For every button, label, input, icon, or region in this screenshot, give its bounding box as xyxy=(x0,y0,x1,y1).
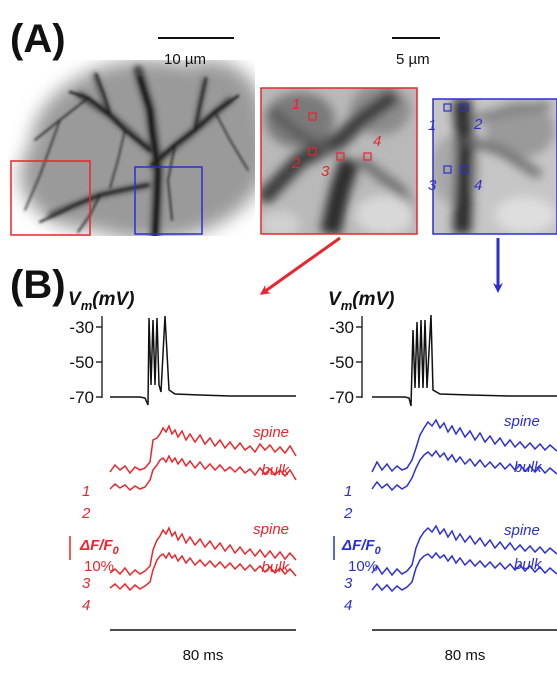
right-bulk-trace-4 xyxy=(371,551,557,593)
left-tick-50: -50 xyxy=(69,353,94,372)
blue-roi-label-3: 3 xyxy=(428,177,437,194)
left-bulk-label-4: bulk xyxy=(261,559,290,576)
blue-zoom-image xyxy=(433,99,557,234)
right-time-label: 80 ms xyxy=(445,647,486,664)
blue-roi-label-1: 1 xyxy=(428,117,436,134)
left-trace-num-2: 2 xyxy=(81,505,91,522)
right-vm-label: Vm(mV) xyxy=(328,289,394,313)
left-df-label: ΔF/F0 xyxy=(79,537,120,557)
right-spine-label-1: spine xyxy=(504,413,540,430)
right-trace-num-1: 1 xyxy=(344,483,352,500)
left-time-label: 80 ms xyxy=(183,647,224,664)
blue-roi-2 xyxy=(460,103,469,112)
left-tick-70: -70 xyxy=(69,388,94,407)
red-roi-2 xyxy=(308,147,317,156)
red-roi-1 xyxy=(308,112,317,121)
red-roi-markers xyxy=(308,112,372,161)
red-arrow xyxy=(259,236,341,295)
red-roi-4 xyxy=(363,152,372,161)
blue-selection-box xyxy=(134,166,203,235)
right-bulk-label-2: bulk xyxy=(514,459,543,476)
right-df-traces xyxy=(371,418,557,593)
left-trace-num-3: 3 xyxy=(82,575,91,592)
panel-a-label: (A) xyxy=(10,17,66,61)
right-trace-num-2: 2 xyxy=(343,505,353,522)
panel-b-label: (B) xyxy=(10,263,66,307)
right-bulk-trace-2 xyxy=(371,449,557,492)
red-zoom-image xyxy=(261,88,417,234)
left-trace-num-4: 4 xyxy=(82,597,90,614)
left-tick-30: -30 xyxy=(69,318,94,337)
red-zoom-frame xyxy=(260,87,418,235)
left-vm-trace xyxy=(110,315,296,406)
red-selection-box xyxy=(10,160,91,236)
right-spine-trace-1 xyxy=(371,418,557,473)
left-bulk-trace-2 xyxy=(109,454,297,492)
blue-roi-4 xyxy=(460,165,469,174)
blue-roi-label-2: 2 xyxy=(473,116,483,133)
left-spine-label-3: spine xyxy=(253,521,289,538)
right-spine-label-3: spine xyxy=(504,522,540,539)
blue-roi-3 xyxy=(443,165,452,174)
scale-bar-10um-label: 10 µm xyxy=(164,51,206,68)
left-bulk-label-2: bulk xyxy=(261,462,290,479)
left-spine-trace-3 xyxy=(109,526,297,577)
right-spine-trace-3 xyxy=(371,524,557,577)
right-vm-trace xyxy=(372,314,557,407)
left-df-pct: 10% xyxy=(84,558,114,575)
red-roi-label-4: 4 xyxy=(373,133,381,150)
blue-roi-1 xyxy=(443,103,452,112)
left-spine-trace-1 xyxy=(109,424,297,475)
red-roi-label-3: 3 xyxy=(321,163,330,180)
red-roi-label-2: 2 xyxy=(291,155,301,172)
blue-roi-label-4: 4 xyxy=(474,177,482,194)
right-trace-num-4: 4 xyxy=(344,597,352,614)
right-tick-50: -50 xyxy=(329,353,354,372)
left-spine-label-1: spine xyxy=(253,424,289,441)
left-bulk-trace-4 xyxy=(109,551,297,592)
blue-zoom-frame xyxy=(432,98,557,235)
scale-bar-5um-label: 5 µm xyxy=(396,51,430,68)
red-roi-3 xyxy=(336,152,345,161)
neuron-image xyxy=(20,60,255,236)
right-bulk-label-4: bulk xyxy=(514,556,543,573)
left-df-traces xyxy=(109,424,297,592)
left-vm-label: Vm(mV) xyxy=(68,289,134,313)
right-trace-num-3: 3 xyxy=(344,575,353,592)
right-df-label: ΔF/F0 xyxy=(341,537,382,557)
right-tick-30: -30 xyxy=(329,318,354,337)
red-roi-label-1: 1 xyxy=(292,96,300,113)
right-tick-70: -70 xyxy=(329,388,354,407)
blue-roi-markers xyxy=(443,103,469,174)
right-df-pct: 10% xyxy=(348,558,378,575)
left-trace-num-1: 1 xyxy=(82,483,90,500)
